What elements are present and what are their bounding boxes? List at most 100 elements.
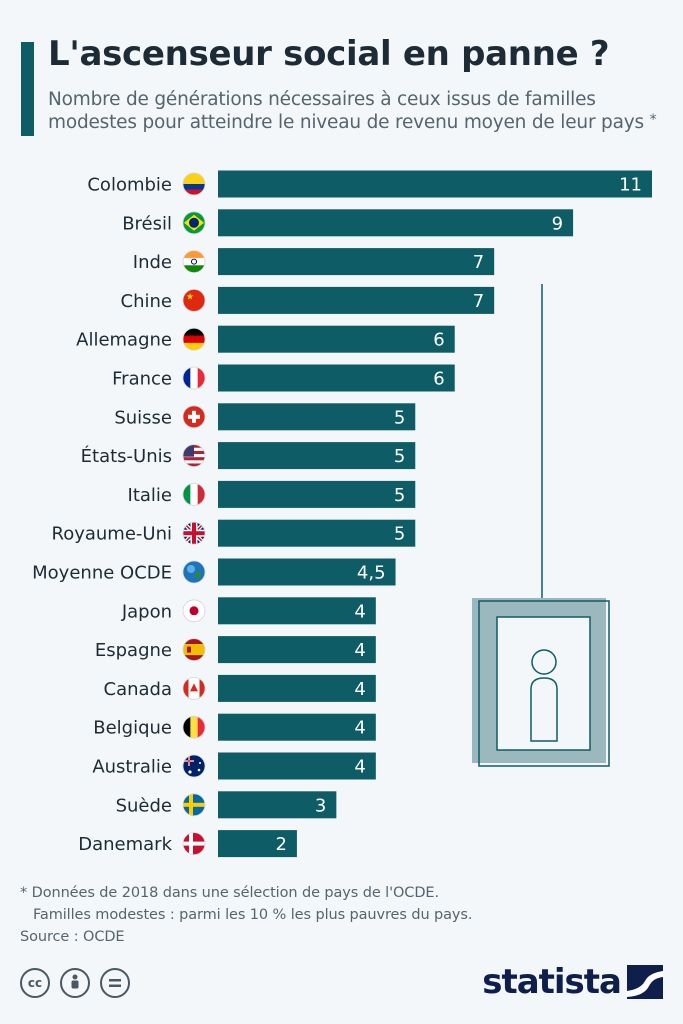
bar-row: Danemark 2 (78, 830, 297, 858)
bar-row: Belgique 4 (93, 713, 376, 741)
value-label: 4,5 (357, 563, 386, 584)
category-label: États-Unis (81, 445, 172, 467)
bar (218, 442, 416, 470)
category-label: Canada (104, 679, 173, 700)
bar-row: Suisse 5 (114, 403, 416, 431)
bar (218, 597, 376, 625)
bar-row: Italie 5 (128, 480, 416, 508)
category-label: Colombie (87, 175, 172, 196)
category-label: Royaume-Uni (52, 524, 173, 545)
bar (218, 403, 416, 431)
value-label: 4 (354, 640, 365, 661)
subtitle-footnote-mark: * (649, 112, 657, 128)
bar (218, 286, 495, 314)
bar-row: Canada 4 (104, 674, 376, 702)
brand-name: statista (482, 962, 622, 1002)
statista-logo[interactable]: statista (482, 962, 663, 1002)
bar-row: Japon 4 (121, 597, 376, 625)
china-flag-icon: ★ (182, 288, 206, 312)
category-label: Belgique (93, 718, 172, 739)
bar-row: Allemagne 6 (76, 325, 455, 353)
category-label: France (112, 369, 172, 390)
germany-flag-icon (182, 327, 206, 351)
bar (218, 713, 376, 741)
value-label: 11 (619, 175, 642, 196)
bar (218, 752, 376, 780)
chart-title: L'ascenseur social en panne ? (48, 34, 610, 74)
sweden-flag-icon (182, 793, 206, 817)
category-label: Inde (133, 252, 172, 273)
value-label: 5 (394, 524, 405, 545)
colombia-flag-icon (182, 172, 206, 196)
elevator-outline (478, 600, 610, 767)
category-label: Australie (92, 757, 172, 778)
value-label: 4 (354, 757, 365, 778)
bar-row: France 6 (112, 364, 455, 392)
title-accent-bar (21, 42, 34, 136)
value-label: 6 (433, 330, 444, 351)
bar (218, 519, 416, 547)
switzerland-flag-icon (182, 405, 206, 429)
canada-flag-icon (182, 677, 206, 700)
bar (218, 636, 376, 664)
bar (218, 674, 376, 702)
bar-row: Suède 3 (116, 791, 337, 819)
category-label: Italie (128, 485, 172, 506)
bar (218, 248, 495, 276)
usa-flag-icon (182, 444, 206, 468)
bar-row: Australie 4 (92, 752, 376, 780)
no-derivatives-icon[interactable] (100, 968, 130, 998)
elevator-illustration (472, 284, 610, 767)
svg-text:★: ★ (186, 292, 194, 302)
chart-subtitle: Nombre de générations nécessaires à ceux… (48, 88, 678, 134)
australia-flag-icon (182, 754, 206, 778)
denmark-flag-icon (182, 832, 206, 855)
creative-commons-icon[interactable]: cc (20, 968, 50, 998)
oecd-logo-icon (182, 560, 206, 584)
value-label: 4 (354, 718, 365, 739)
bar-row: Chine ★ 7 (121, 286, 495, 314)
value-label: 3 (315, 795, 326, 816)
elevator-cabin (496, 616, 591, 751)
value-label: 4 (354, 679, 365, 700)
value-label: 6 (433, 369, 444, 390)
source-label: Source : OCDE (20, 929, 125, 945)
bar-row: Brésil 9 (122, 209, 574, 237)
attribution-icon[interactable] (60, 968, 90, 998)
statista-mark-icon (627, 965, 663, 999)
value-label: 7 (473, 252, 484, 273)
bar (218, 364, 455, 392)
category-label: Japon (121, 601, 172, 622)
japan-flag-icon (182, 599, 206, 623)
uk-flag-icon (182, 521, 206, 545)
bar (218, 791, 337, 819)
bar (218, 480, 416, 508)
india-flag-icon (182, 250, 206, 273)
category-label: Moyenne OCDE (32, 563, 172, 584)
category-label: Brésil (122, 213, 172, 234)
category-label: Suisse (114, 407, 172, 428)
subtitle-text: Nombre de générations nécessaires à ceux… (48, 89, 644, 133)
bar-row: Inde 7 (133, 248, 495, 276)
value-label: 9 (552, 213, 563, 234)
footnote-line-1: * Données de 2018 dans une sélection de … (20, 885, 439, 901)
category-label: Allemagne (76, 330, 172, 351)
category-label: Danemark (78, 834, 172, 855)
category-label: Chine (121, 291, 172, 312)
bar-row: Royaume-Uni 5 (52, 519, 416, 547)
category-label: Suède (116, 795, 172, 816)
value-label: 5 (394, 446, 405, 467)
france-flag-icon (182, 366, 206, 390)
value-label: 5 (394, 407, 405, 428)
bar (218, 170, 652, 198)
footnote-line-2: Familles modestes : parmi les 10 % les p… (33, 907, 473, 923)
person-body-icon (530, 677, 558, 742)
bar-row: Espagne 4 (95, 636, 376, 664)
value-label: 7 (473, 291, 484, 312)
license-icons: cc (20, 968, 130, 998)
value-label: 4 (354, 601, 365, 622)
bar (218, 558, 396, 586)
bar-row: Colombie 11 (87, 170, 652, 198)
